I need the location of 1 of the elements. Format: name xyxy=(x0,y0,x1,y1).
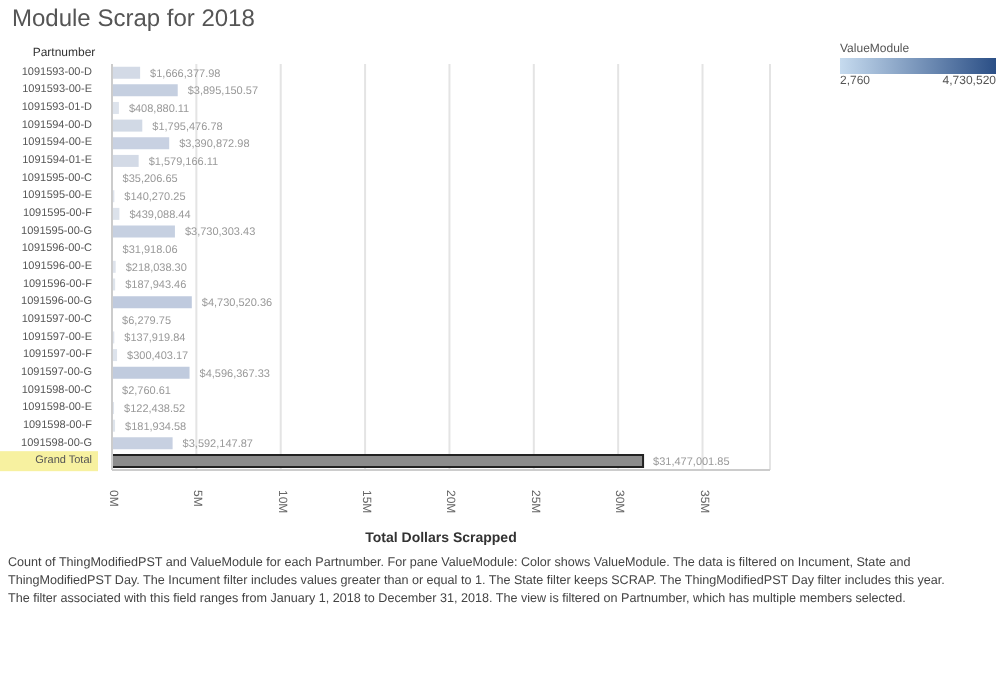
chart-title: Module Scrap for 2018 xyxy=(12,4,255,32)
